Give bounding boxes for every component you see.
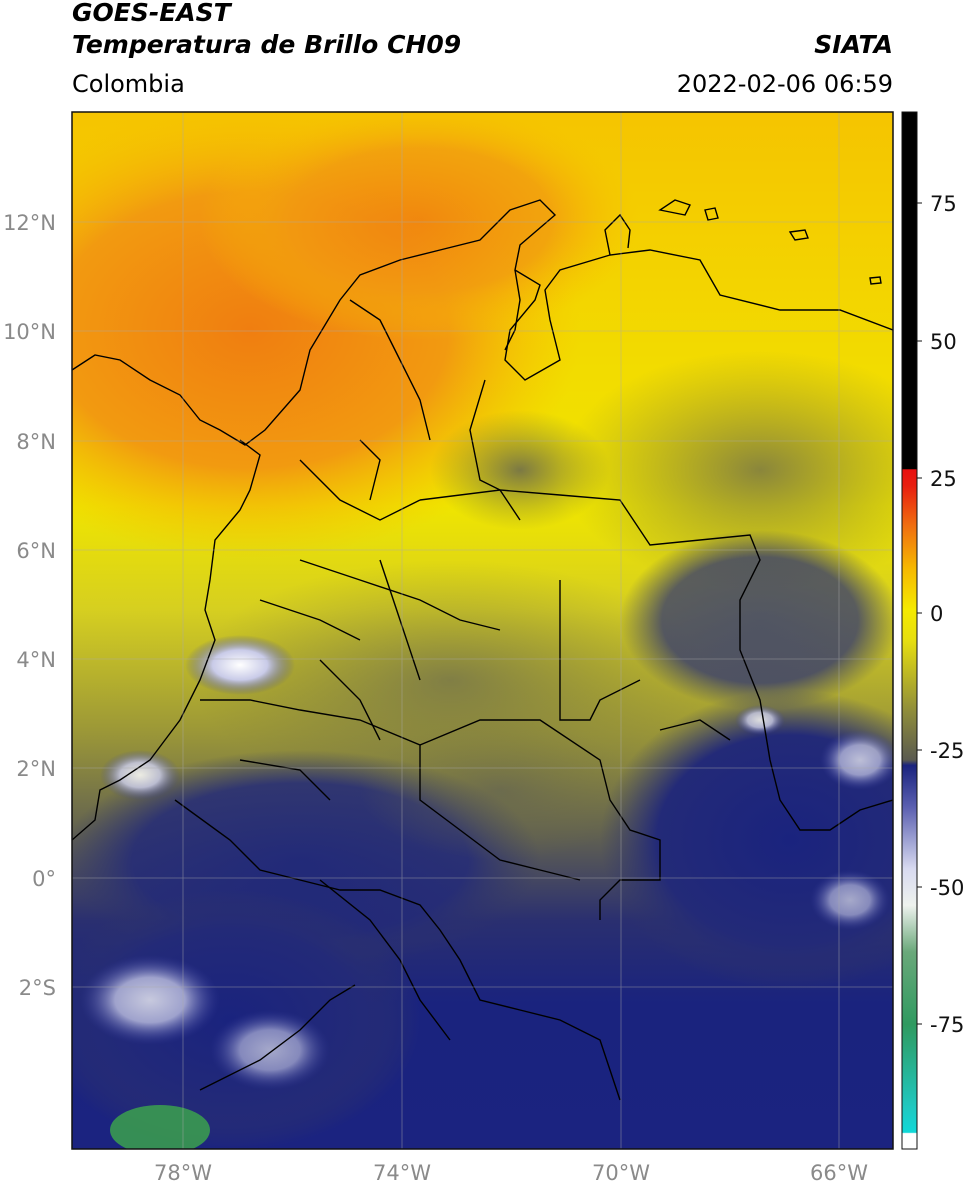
lat-tick-label: 0° (32, 867, 56, 891)
brand-label: SIATA (814, 30, 893, 59)
lat-tick-label: 2°N (16, 757, 56, 781)
region-label: Colombia (72, 70, 185, 98)
colorbar-tick-label: 25 (930, 467, 957, 491)
brightness-temperature-imagery (72, 112, 893, 1149)
colorbar-tick-label: 50 (930, 330, 957, 354)
lon-tick-label: 78°W (154, 1161, 212, 1185)
colorbar-tick-label: -50 (930, 876, 964, 900)
lon-tick-label: 70°W (592, 1161, 650, 1185)
colorbar-tick-label: 0 (930, 602, 943, 626)
lat-tick-label: 8°N (16, 430, 56, 454)
colorbar: 75 50 25 0 -25 -50 -75 (901, 111, 964, 1150)
lat-tick-label: 4°N (16, 648, 56, 672)
lat-tick-label: 12°N (3, 211, 56, 235)
lat-tick-label: 10°N (3, 320, 56, 344)
satellite-title: GOES-EAST (72, 0, 231, 27)
colorbar-tick-label: -75 (930, 1013, 964, 1037)
lon-tick-label: 66°W (810, 1161, 868, 1185)
colorbar-tick-label: 75 (930, 192, 957, 216)
lon-tick-label: 74°W (373, 1161, 431, 1185)
product-title: Temperatura de Brillo CH09 (72, 30, 462, 59)
lat-tick-label: 2°S (19, 976, 56, 1000)
longitude-axis: 78°W 74°W 70°W 66°W (154, 1161, 868, 1185)
latitude-axis: 12°N 10°N 8°N 6°N 4°N 2°N 0° 2°S (3, 211, 56, 1000)
lat-tick-label: 6°N (16, 539, 56, 563)
colorbar-tick-label: -25 (930, 739, 964, 763)
map-frame (71, 111, 894, 1150)
political-borders (72, 199, 893, 1101)
timestamp-label: 2022-02-06 06:59 (676, 70, 893, 98)
graticule (72, 112, 893, 1149)
